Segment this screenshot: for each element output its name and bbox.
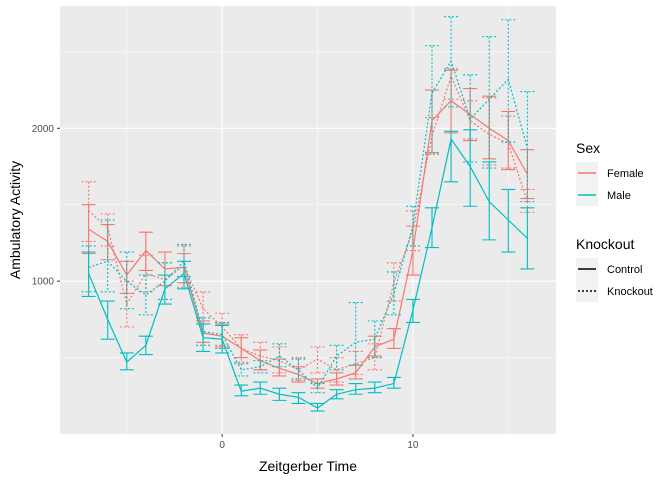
axis-layer: 0 10 1000 2000 [32,124,419,451]
legend-title-knockout: Knockout [576,236,634,252]
error-bar [501,19,516,143]
y-tick-label: 1000 [32,277,55,288]
error-bar [177,243,191,278]
error-bar [463,129,478,207]
series-line [88,59,528,390]
legend-label-knockout: Knockout [607,286,653,298]
legend-key-female [576,162,598,184]
error-bar [291,392,306,404]
error-bar [520,207,535,270]
panel-background [60,6,556,434]
error-bar [215,321,230,349]
error-bar [367,320,382,359]
error-bar [291,358,306,380]
error-bar [157,262,172,301]
error-bar [425,117,439,155]
error-bar [310,402,325,412]
series-layer [81,16,535,412]
error-bar [482,36,497,169]
error-bar [310,346,325,374]
error-bar [348,383,363,395]
error-bar [367,381,382,394]
legend-title-sex: Sex [576,140,600,156]
y-tick-label: 2000 [32,124,55,135]
error-bar [348,301,363,366]
x-axis-title: Zeitgerber Time [259,458,357,474]
legend-label-female: Female [607,168,644,180]
legend-key-control [576,258,598,280]
legend-label-control: Control [607,264,642,276]
y-axis-title: Ambulatory Activity [7,161,23,279]
series-line [88,137,528,409]
x-tick-label: 10 [407,440,419,451]
error-bar [81,245,96,293]
legend: Sex Female Male Knockout Control Knockou… [576,140,653,302]
series-male-control [81,129,535,412]
error-bar [119,251,134,310]
legend-label-male: Male [607,190,631,202]
error-bar [367,343,382,371]
error-bar [425,45,439,154]
error-bar [329,344,344,371]
error-bar [386,271,401,316]
series-male-knockout [81,16,535,394]
error-bar [253,360,268,374]
error-bar [196,317,211,346]
error-bar [520,91,535,203]
error-bar [138,274,153,316]
error-bar [234,363,249,377]
legend-key-knockout [576,280,598,302]
error-bar [386,262,401,302]
error-bar [405,205,420,247]
error-bar [463,74,478,163]
legend-key-male [576,184,598,206]
x-tick-label: 0 [219,440,225,451]
error-bar [253,341,268,371]
error-bar [100,219,115,293]
series-line [88,74,528,371]
